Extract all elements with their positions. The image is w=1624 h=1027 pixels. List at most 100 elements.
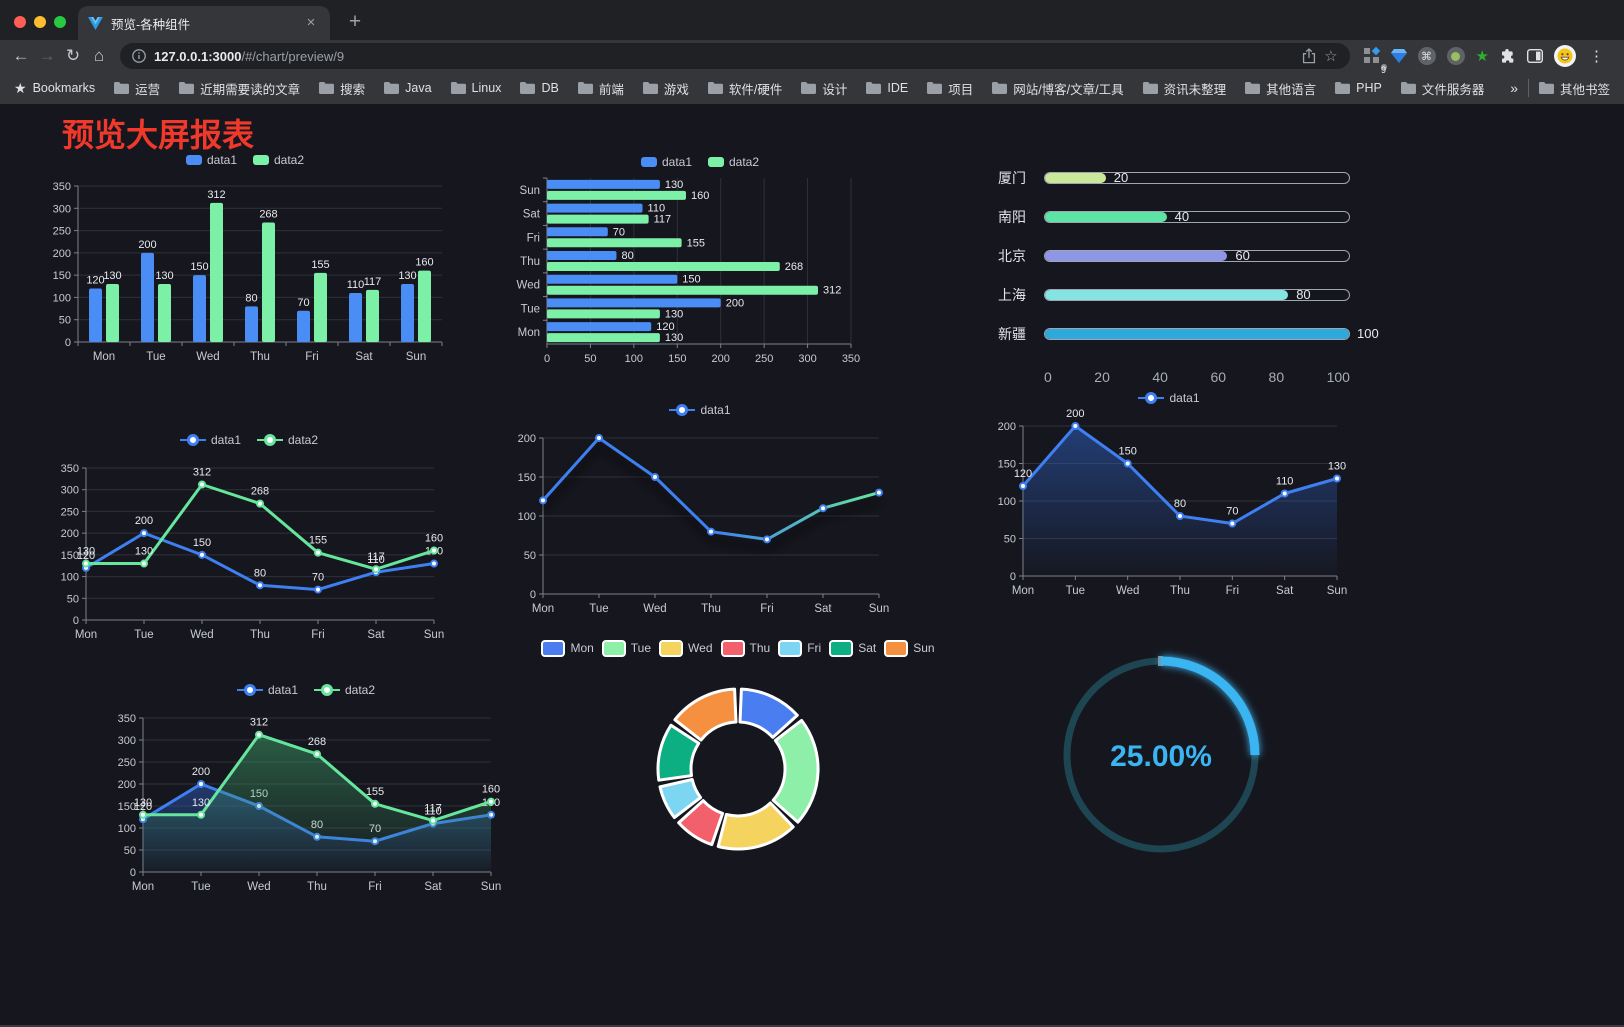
legend-swatch	[720, 639, 745, 657]
legend-item[interactable]: Sat	[829, 639, 876, 657]
bookmark-folder-label: 运营	[135, 82, 161, 97]
legend-item[interactable]: Sun	[884, 639, 935, 657]
svg-text:130: 130	[192, 797, 210, 809]
other-bookmarks[interactable]: 其他书签	[1538, 79, 1610, 98]
bookmarks-root[interactable]: ★ Bookmarks	[14, 80, 95, 97]
svg-text:110: 110	[648, 203, 666, 215]
home-icon[interactable]: ⌂	[93, 46, 105, 65]
profile-avatar[interactable]	[1554, 45, 1576, 67]
bookmark-folder[interactable]: 运营	[114, 79, 160, 98]
legend-swatch	[659, 639, 684, 657]
legend-item[interactable]: Tue	[601, 639, 651, 657]
bookmark-star-icon[interactable]: ☆	[1324, 48, 1338, 65]
legend-item[interactable]: data2	[314, 683, 375, 697]
bookmark-folder[interactable]: 文件服务器	[1400, 79, 1484, 98]
svg-text:200: 200	[53, 248, 71, 260]
svg-text:80: 80	[254, 567, 266, 579]
gem-extension-icon[interactable]	[1390, 49, 1407, 63]
svg-text:350: 350	[118, 713, 136, 725]
share-icon[interactable]	[1302, 48, 1316, 64]
legend-item[interactable]: data1	[236, 683, 298, 697]
legend-item[interactable]: data1	[1138, 391, 1200, 405]
back-icon[interactable]: ←	[12, 46, 30, 65]
svg-text:Sat: Sat	[523, 209, 541, 221]
svg-text:200: 200	[998, 421, 1016, 433]
bookmark-folder[interactable]: Java	[384, 81, 432, 95]
bookmark-folder[interactable]: 搜索	[319, 79, 365, 98]
legend-label: Sun	[913, 641, 935, 655]
legend-item[interactable]: data1	[185, 153, 237, 167]
progress-track: 60	[1044, 248, 1350, 263]
svg-text:Thu: Thu	[1170, 585, 1190, 597]
svg-text:Fri: Fri	[1226, 585, 1239, 597]
bookmarks-overflow-chevron[interactable]: »	[1510, 80, 1518, 96]
bookmark-folder-label: 软件/硬件	[728, 82, 783, 97]
legend-marker-icon	[179, 434, 206, 446]
legend-item[interactable]: data2	[257, 433, 318, 447]
legend-item[interactable]: data1	[179, 433, 241, 447]
minimize-window-button[interactable]	[34, 16, 46, 28]
svg-text:250: 250	[118, 757, 136, 769]
bookmarks-label: Bookmarks	[32, 81, 96, 95]
bookmark-folder[interactable]: Linux	[450, 81, 501, 95]
legend-label: data1	[206, 153, 237, 167]
bookmark-folder[interactable]: 游戏	[642, 79, 689, 98]
puzzle-extensions-icon[interactable]	[1500, 48, 1516, 64]
legend-item[interactable]: Wed	[659, 639, 713, 657]
svg-text:0: 0	[1010, 571, 1016, 583]
axis-tick-label: 20	[1094, 369, 1110, 385]
folder-icon	[642, 82, 658, 94]
area-chart-double: data1 data2 0 50 100 150 200 250 300 350 Mon Tue Wed…	[105, 680, 507, 896]
close-window-button[interactable]	[14, 16, 26, 28]
bookmarks-bar: ★ Bookmarks 运营 近期需要读的文章 搜索 Java Linux DB 前端 游戏 软…	[0, 72, 1624, 104]
svg-text:50: 50	[59, 315, 71, 327]
record-extension-icon[interactable]	[1446, 47, 1465, 65]
folder-icon	[319, 82, 335, 94]
bookmark-folder[interactable]: 其他语言	[1245, 79, 1316, 98]
reload-icon[interactable]: ↻	[65, 46, 81, 65]
command-extension-icon[interactable]: ⌘	[1417, 47, 1436, 65]
bookmark-folder[interactable]: 项目	[927, 79, 973, 98]
legend-item[interactable]: data2	[253, 153, 304, 167]
star-extension-icon[interactable]: ★	[1475, 48, 1489, 65]
legend-item[interactable]: data1	[669, 403, 731, 417]
menu-kebab-icon[interactable]: ⋮	[1589, 48, 1604, 65]
bookmark-folder[interactable]: 设计	[801, 79, 847, 98]
svg-text:130: 130	[665, 332, 683, 344]
legend-item[interactable]: Mon	[541, 639, 594, 657]
svg-text:155: 155	[687, 237, 705, 249]
bookmark-folder[interactable]: 网站/博客/文章/工具	[992, 79, 1124, 98]
bookmark-folder[interactable]: PHP	[1335, 81, 1382, 95]
bookmark-folder[interactable]: 前端	[577, 79, 624, 98]
new-tab-button[interactable]: +	[348, 10, 362, 33]
address-bar[interactable]: 127.0.0.1:3000/#/chart/preview/9 ☆	[120, 43, 1350, 69]
bookmark-folder-label: 网站/博客/文章/工具	[1013, 82, 1124, 97]
bookmark-folder-label: 前端	[598, 82, 624, 97]
svg-text:Sat: Sat	[814, 603, 832, 615]
forward-icon[interactable]: →	[38, 46, 56, 65]
tab-close-icon[interactable]: ×	[306, 14, 316, 31]
svg-text:150: 150	[998, 459, 1016, 471]
bookmark-folder[interactable]: 资讯未整理	[1142, 79, 1226, 98]
legend-item[interactable]: Fri	[778, 639, 821, 657]
legend-item[interactable]: Thu	[720, 639, 770, 657]
svg-text:110: 110	[424, 806, 442, 818]
svg-text:80: 80	[621, 250, 633, 262]
grid-extension-icon[interactable]: 9	[1363, 46, 1387, 75]
zoom-window-button[interactable]	[54, 16, 66, 28]
progress-track: 40	[1044, 209, 1350, 224]
sidebar-toggle-icon[interactable]	[1527, 49, 1543, 63]
bookmark-folder[interactable]: 软件/硬件	[707, 79, 783, 98]
svg-text:Wed: Wed	[1116, 585, 1139, 597]
legend-swatch	[708, 157, 724, 167]
bookmark-folder-label: 搜索	[340, 82, 366, 97]
svg-text:Sat: Sat	[367, 629, 385, 641]
bookmark-folder[interactable]: 近期需要读的文章	[179, 79, 300, 98]
site-info-icon[interactable]	[132, 49, 146, 63]
bookmark-folder[interactable]: DB	[520, 81, 559, 95]
legend-item[interactable]: data2	[708, 155, 759, 169]
legend-swatch	[253, 155, 269, 165]
browser-tab[interactable]: 预览-各种组件 ×	[78, 6, 330, 40]
bookmark-folder[interactable]: IDE	[866, 81, 908, 95]
legend-item[interactable]: data1	[640, 155, 692, 169]
